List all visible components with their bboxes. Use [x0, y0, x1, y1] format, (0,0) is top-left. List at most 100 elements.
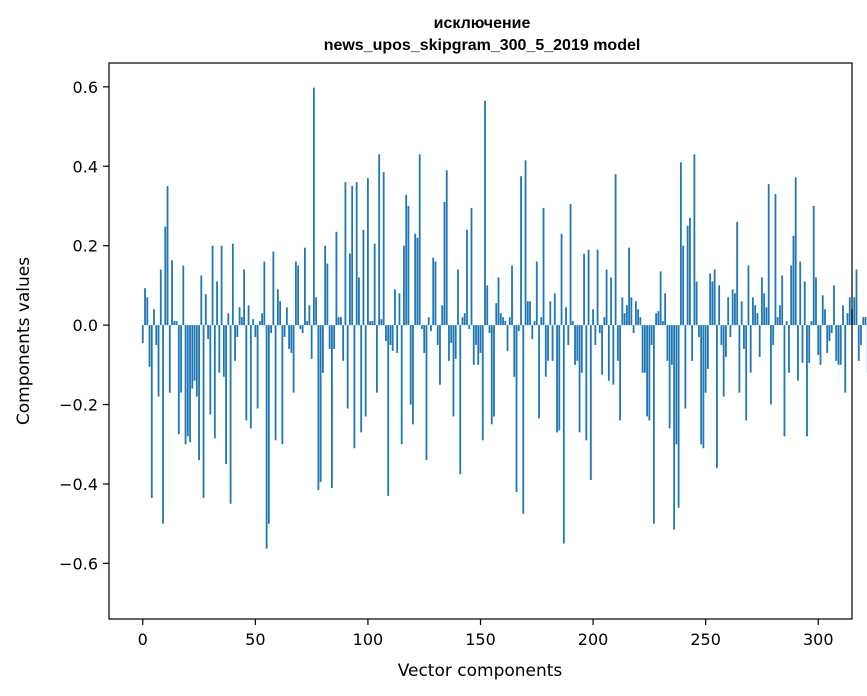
bar: [493, 325, 495, 417]
bar: [488, 325, 491, 334]
bar: [315, 297, 318, 326]
bar: [574, 325, 576, 365]
bar: [414, 233, 417, 326]
bar: [484, 100, 486, 326]
bar: [679, 162, 682, 326]
bar: [632, 325, 635, 334]
bar: [168, 325, 171, 393]
bar: [425, 325, 428, 461]
bar: [862, 317, 865, 326]
bar: [398, 293, 401, 326]
bar: [716, 325, 718, 469]
bar: [580, 325, 583, 373]
bar: [468, 325, 471, 330]
bar: [815, 277, 817, 326]
bar: [475, 325, 477, 345]
bar: [515, 325, 518, 492]
bar: [457, 269, 459, 326]
x-axis-label: Vector components: [398, 661, 563, 681]
bar: [776, 317, 779, 326]
bar: [180, 325, 182, 393]
bar: [704, 325, 707, 393]
bar: [722, 325, 725, 397]
bar: [400, 325, 403, 445]
bar: [299, 325, 302, 330]
bar: [684, 325, 687, 409]
bar: [207, 325, 209, 340]
bar: [738, 325, 741, 393]
bar: [634, 301, 637, 326]
bar: [234, 325, 236, 361]
bar: [785, 321, 788, 326]
bar: [623, 313, 626, 326]
bar: [779, 305, 781, 326]
bar: [245, 325, 248, 421]
bar: [454, 325, 457, 359]
bar: [781, 275, 784, 326]
bar: [747, 265, 750, 326]
bar: [344, 182, 347, 326]
bar: [439, 325, 441, 385]
bar: [790, 265, 793, 326]
x-tick-label: 250: [690, 630, 721, 649]
bar: [664, 293, 667, 326]
bar: [819, 325, 822, 365]
bar: [702, 325, 705, 449]
bar: [725, 325, 727, 357]
bar: [434, 261, 437, 326]
bar: [517, 325, 520, 332]
bar: [549, 301, 552, 326]
bar: [770, 325, 772, 405]
x-tick-label: 300: [803, 630, 834, 649]
bar: [150, 325, 153, 498]
bar: [448, 325, 450, 361]
bar: [340, 317, 342, 326]
bar: [508, 317, 511, 326]
bar: [700, 325, 703, 445]
x-tick-label: 100: [353, 630, 384, 649]
bar: [272, 251, 275, 326]
bar: [558, 325, 561, 431]
bar: [436, 325, 439, 345]
bar: [499, 313, 502, 326]
bar: [657, 311, 660, 326]
bar: [247, 305, 250, 326]
bar: [358, 277, 360, 326]
y-tick-label: 0.4: [73, 157, 98, 176]
x-tick-label: 150: [465, 630, 496, 649]
bar: [308, 305, 311, 326]
bar: [848, 297, 851, 326]
bar: [164, 226, 167, 326]
bar: [625, 305, 628, 326]
bar: [713, 269, 716, 326]
bar: [265, 325, 268, 549]
bar: [799, 261, 802, 326]
bar: [342, 325, 345, 361]
bar: [297, 265, 300, 326]
bar: [432, 257, 435, 326]
bar: [801, 325, 804, 363]
bar: [421, 325, 423, 330]
bar: [382, 172, 385, 326]
bar: [502, 317, 504, 326]
bar: [567, 325, 570, 345]
bar: [364, 325, 367, 417]
bar: [533, 321, 536, 326]
bar: [646, 325, 649, 417]
bar: [254, 325, 257, 338]
bar: [583, 253, 585, 326]
bar: [810, 321, 813, 326]
bar: [542, 207, 545, 326]
bar: [405, 194, 408, 326]
bar: [698, 325, 700, 338]
bar: [463, 313, 466, 326]
bar: [677, 325, 680, 508]
bar: [605, 269, 608, 326]
bar: [481, 325, 484, 441]
bar: [353, 325, 356, 449]
bar: [263, 261, 266, 326]
bar: [743, 325, 745, 349]
bar: [673, 325, 676, 530]
bar: [668, 325, 671, 429]
